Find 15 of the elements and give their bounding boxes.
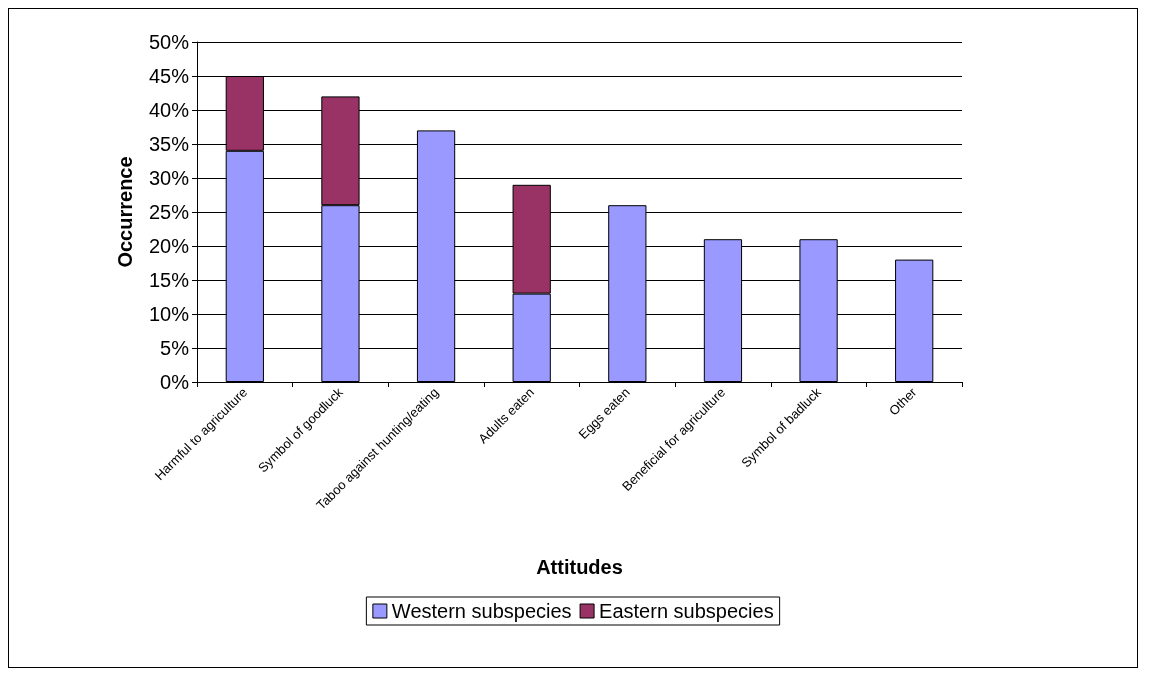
y-tick-label: 30%	[148, 167, 190, 189]
y-tick-label: 10%	[148, 303, 190, 325]
y-tick-label: 15%	[148, 269, 190, 291]
legend-label: Western subspecies	[391, 600, 572, 622]
y-tick-label: 5%	[160, 337, 190, 359]
x-axis-title: Attitudes	[536, 556, 623, 578]
y-tick-label: 25%	[148, 201, 190, 223]
y-tick-label: 50%	[148, 31, 190, 53]
y-tick-label: 0%	[160, 371, 190, 393]
y-tick-label: 35%	[148, 133, 190, 155]
y-tick-label: 40%	[148, 99, 190, 121]
legend-label: Eastern subspecies	[599, 600, 774, 622]
y-tick-label: 20%	[148, 235, 190, 257]
y-tick-label: 45%	[148, 65, 190, 87]
y-axis-title: Occurrence	[114, 156, 136, 268]
